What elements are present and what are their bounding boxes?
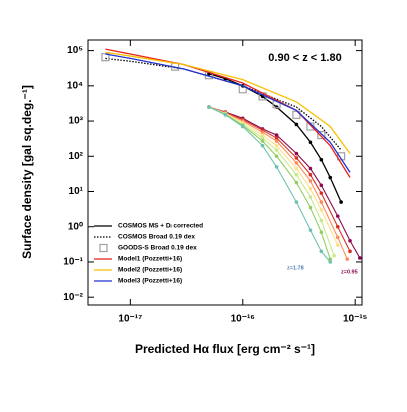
curve-label: z=1.78 (287, 265, 304, 271)
data-point (274, 143, 279, 148)
data-point (274, 133, 279, 137)
data-point (308, 166, 313, 171)
data-point (319, 200, 324, 204)
series-line (208, 106, 351, 252)
data-point (294, 180, 299, 185)
y-axis-title: Surface density [gal sq.deg.⁻¹] (20, 85, 34, 259)
y-tick-label: 10⁴ (67, 80, 83, 91)
data-point (308, 140, 313, 145)
legend-label: Model1 (Pozzetti+16) (118, 256, 182, 263)
series-line (105, 57, 342, 151)
x-tick-label: 10⁻¹⁷ (118, 314, 142, 325)
y-tick-label: 10³ (69, 116, 84, 127)
data-point (308, 179, 313, 183)
x-tick-label: 10⁻¹⁵ (343, 314, 368, 325)
data-point (345, 257, 350, 261)
x-axis-title: Predicted Hα flux [erg cm⁻² s⁻¹] (135, 342, 315, 356)
data-point (308, 195, 313, 199)
data-point (335, 235, 340, 240)
data-point (319, 218, 324, 223)
data-point (339, 200, 343, 204)
data-point (294, 122, 299, 127)
y-tick-label: 10⁰ (68, 221, 83, 232)
data-point (308, 186, 313, 191)
redshift-annotation: 0.90 < z < 1.80 (268, 52, 341, 64)
data-point (335, 214, 340, 218)
y-tick-label: 10⁻² (63, 292, 83, 303)
data-point (274, 148, 279, 152)
data-point (260, 133, 265, 137)
data-point (274, 136, 279, 140)
data-point (328, 175, 333, 180)
y-tick-label: 10² (69, 151, 84, 162)
legend-label: COSMOS MS + Dₗ corrected (118, 223, 203, 230)
data-point (319, 191, 324, 195)
data-point (348, 249, 352, 254)
data-point (308, 172, 313, 177)
data-point (294, 161, 299, 165)
data-point (223, 113, 228, 117)
data-point (294, 172, 299, 177)
data-point (308, 205, 313, 210)
data-point (294, 200, 299, 204)
series-line (105, 48, 351, 178)
data-point (348, 238, 352, 243)
data-point (294, 156, 299, 160)
data-point (335, 243, 340, 247)
data-point (274, 165, 279, 169)
data-point (358, 256, 362, 260)
curve-label: z=0.95 (341, 269, 358, 275)
data-point (240, 124, 245, 129)
data-point (332, 253, 336, 258)
data-point (319, 183, 324, 188)
data-point (260, 130, 265, 135)
y-tick-label: 10¹ (69, 186, 84, 197)
data-point (260, 139, 265, 143)
data-point (294, 151, 299, 156)
legend-label: COSMOS Broad 0.19 dex (118, 234, 195, 241)
legend-label: Model2 (Pozzetti+16) (118, 267, 182, 274)
legend-label: Model3 (Pozzetti+16) (118, 278, 182, 285)
data-point (335, 224, 340, 229)
series-line (105, 51, 351, 154)
data-point (101, 53, 110, 62)
data-point (260, 143, 265, 148)
data-point (328, 260, 333, 264)
series-line (208, 73, 342, 203)
data-point (274, 154, 279, 159)
plot-frame (87, 39, 363, 306)
series-line (208, 106, 348, 260)
data-point (319, 157, 324, 162)
x-tick-label: 10⁻¹⁶ (231, 314, 255, 325)
y-tick-label: 10⁵ (67, 45, 83, 56)
data-point (260, 136, 265, 140)
data-point (294, 166, 299, 171)
data-point (319, 249, 324, 254)
data-point (319, 208, 324, 212)
data-point (274, 139, 279, 143)
data-point (319, 230, 324, 234)
data-point (207, 105, 211, 109)
legend-marker (99, 243, 108, 253)
data-point (308, 228, 313, 232)
y-tick-label: 10⁻¹ (63, 257, 83, 268)
legend-label: GOODS-S Broad 0.19 dex (118, 245, 197, 252)
series-line (105, 53, 351, 173)
data-point (317, 130, 326, 140)
